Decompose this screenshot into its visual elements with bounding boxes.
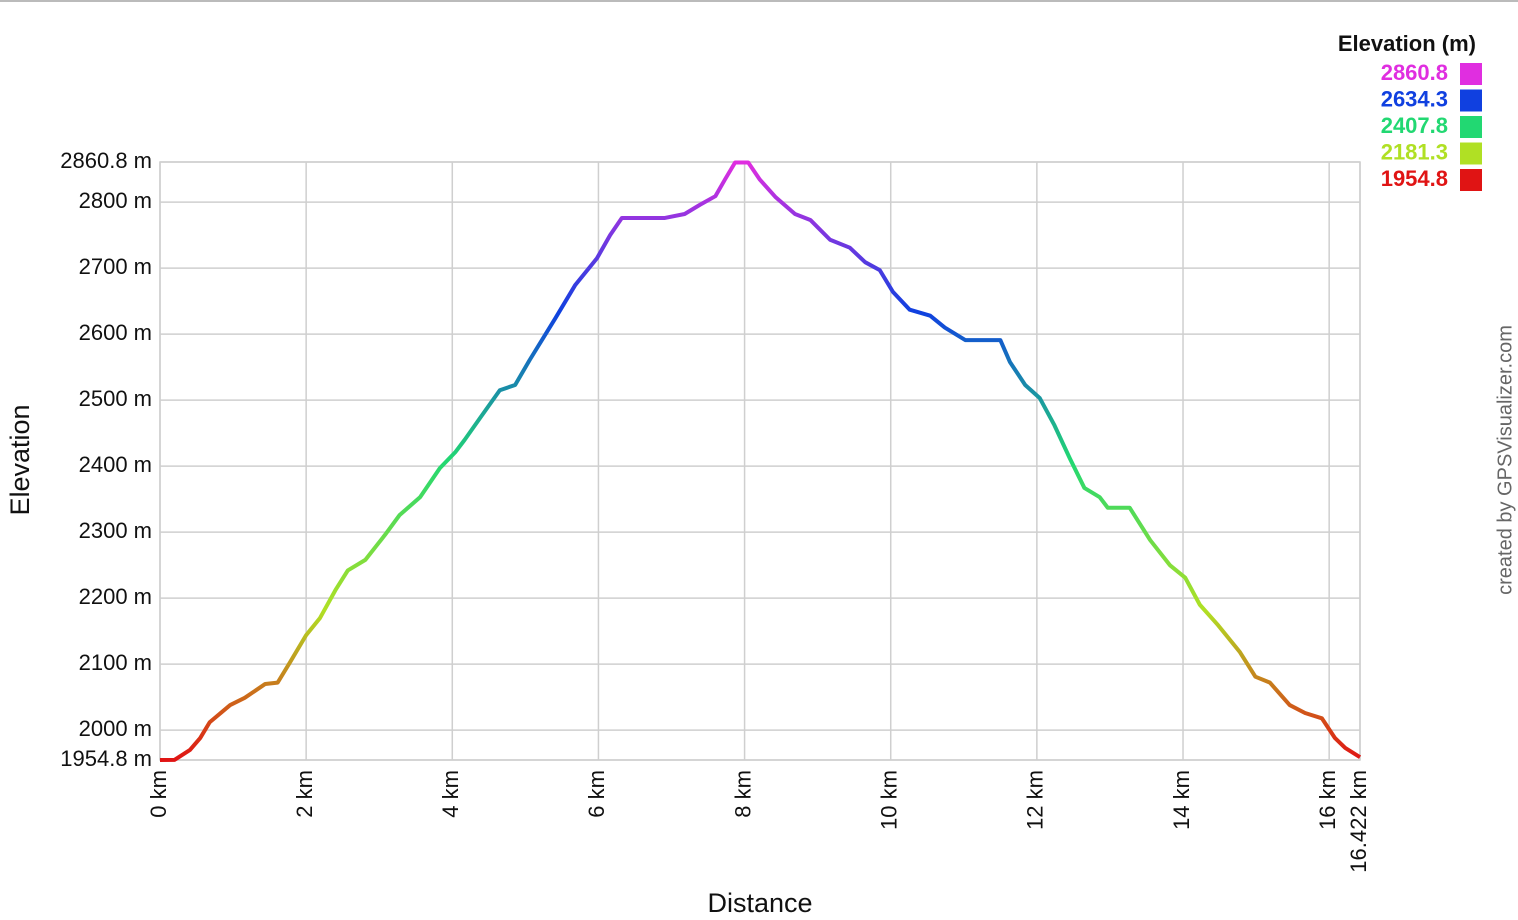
legend-title: Elevation (m) — [1338, 31, 1476, 56]
legend-swatch — [1460, 89, 1482, 112]
x-tick-label: 2 km — [292, 770, 317, 818]
x-axis-label: Distance — [707, 888, 812, 918]
y-axis-label: Elevation — [5, 404, 35, 515]
y-tick-label: 2700 m — [79, 254, 152, 279]
legend-label: 2407.8 — [1381, 113, 1448, 138]
legend-swatch — [1460, 142, 1482, 165]
y-tick-label: 2100 m — [79, 650, 152, 675]
x-tick-label: 6 km — [584, 770, 609, 818]
x-tick-label: 16.422 km — [1346, 770, 1371, 873]
y-tick-label: 2600 m — [79, 320, 152, 345]
x-tick-label: 4 km — [438, 770, 463, 818]
x-tick-label: 14 km — [1169, 770, 1194, 830]
y-tick-label: 2000 m — [79, 716, 152, 741]
x-tick-label: 0 km — [146, 770, 171, 818]
legend-swatch — [1460, 169, 1482, 191]
plot-frame — [159, 161, 1361, 761]
y-tick-label: 2200 m — [79, 584, 152, 609]
legend-label: 1954.8 — [1381, 166, 1448, 191]
credit: created by GPSVisualizer.com — [1494, 325, 1516, 595]
x-tick-label: 16 km — [1315, 770, 1340, 830]
x-tick-label: 8 km — [730, 770, 755, 818]
x-tick-label: 12 km — [1023, 770, 1048, 830]
y-tick-label: 2500 m — [79, 386, 152, 411]
legend-label: 2634.3 — [1381, 86, 1448, 111]
y-tick-label: 2300 m — [79, 518, 152, 543]
y-tick-label: 1954.8 m — [60, 746, 152, 771]
legend-swatch — [1460, 63, 1482, 85]
y-tick-label: 2800 m — [79, 188, 152, 213]
y-tick-label: 2400 m — [79, 452, 152, 477]
legend-swatch — [1460, 116, 1482, 138]
elevation-line — [159, 160, 1362, 762]
x-tick-label: 10 km — [877, 770, 902, 830]
y-tick-label: 2860.8 m — [60, 148, 152, 173]
legend-label: 2860.8 — [1381, 60, 1448, 85]
legend-label: 2181.3 — [1381, 139, 1448, 164]
